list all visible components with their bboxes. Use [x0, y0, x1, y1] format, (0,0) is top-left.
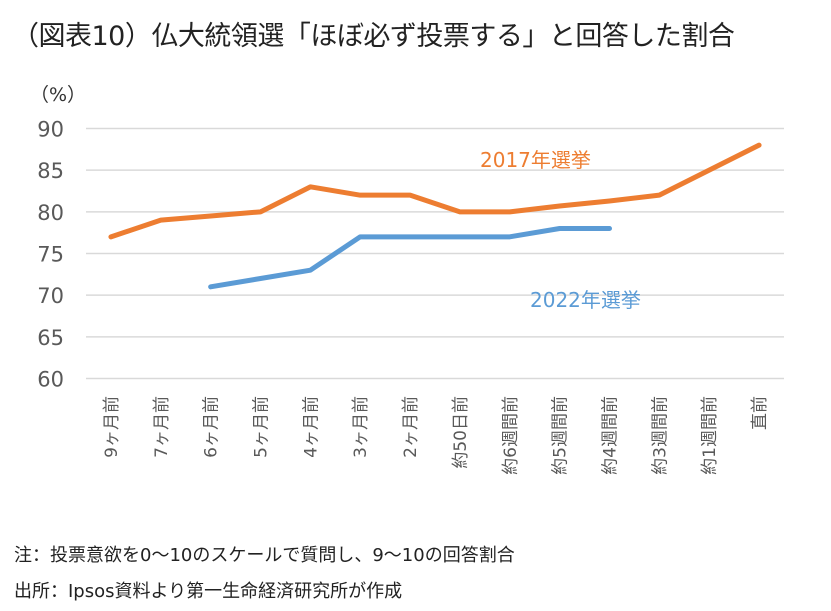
x-tick-label: 6ヶ月前	[202, 396, 222, 458]
x-tick-label: 7ヶ月前	[152, 396, 172, 458]
series-labels: 2017年選挙 2022年選挙	[480, 148, 641, 312]
x-tick-label: 4ヶ月前	[301, 396, 321, 458]
x-tick-label: 約1週間前	[700, 396, 720, 475]
x-tick-label: 9ヶ月前	[102, 396, 122, 458]
y-tick-label: 65	[37, 326, 64, 350]
y-tick-label: 60	[37, 368, 64, 392]
footnote-note: 注：投票意欲を0〜10のスケールで質問し、9〜10の回答割合	[14, 545, 515, 566]
series-label-2022: 2022年選挙	[530, 288, 641, 312]
x-tick-label: 約3週間前	[650, 396, 670, 475]
series-line-2017	[108, 142, 762, 240]
series-lines	[108, 142, 762, 290]
y-tick-label: 90	[37, 118, 64, 142]
x-tick-labels: 9ヶ月前 7ヶ月前 6ヶ月前 5ヶ月前 4ヶ月前 3ヶ月前 2ヶ月前 約50日前 約6週間前 約5…	[102, 396, 770, 475]
x-tick-label: 約4週間前	[601, 396, 621, 475]
x-tick-label: 約50日前	[451, 396, 471, 469]
x-tick-label: 約5週間前	[551, 396, 571, 475]
y-tick-label: 70	[37, 284, 64, 308]
footnote-source: 出所：Ipsos資料より第一生命経済研究所が作成	[14, 581, 403, 602]
y-tick-labels: 60 65 70 75 80 85 90	[37, 118, 64, 392]
x-tick-label: 5ヶ月前	[252, 396, 272, 458]
y-tick-label: 75	[37, 243, 64, 267]
series-label-2017: 2017年選挙	[480, 148, 591, 172]
y-axis-unit-label: （%）	[30, 84, 87, 106]
x-tick-label: 2ヶ月前	[401, 396, 421, 458]
y-tick-label: 85	[37, 159, 64, 183]
y-tick-label: 80	[37, 201, 64, 225]
chart-title: （図表10）仏大統領選「ほぼ必ず投票する」と回答した割合	[12, 21, 735, 52]
x-tick-label: 3ヶ月前	[351, 396, 371, 458]
gridlines	[86, 127, 784, 380]
x-tick-label: 直前	[750, 396, 770, 430]
series-line-2022	[208, 226, 612, 290]
x-tick-label: 約6週間前	[501, 396, 521, 475]
